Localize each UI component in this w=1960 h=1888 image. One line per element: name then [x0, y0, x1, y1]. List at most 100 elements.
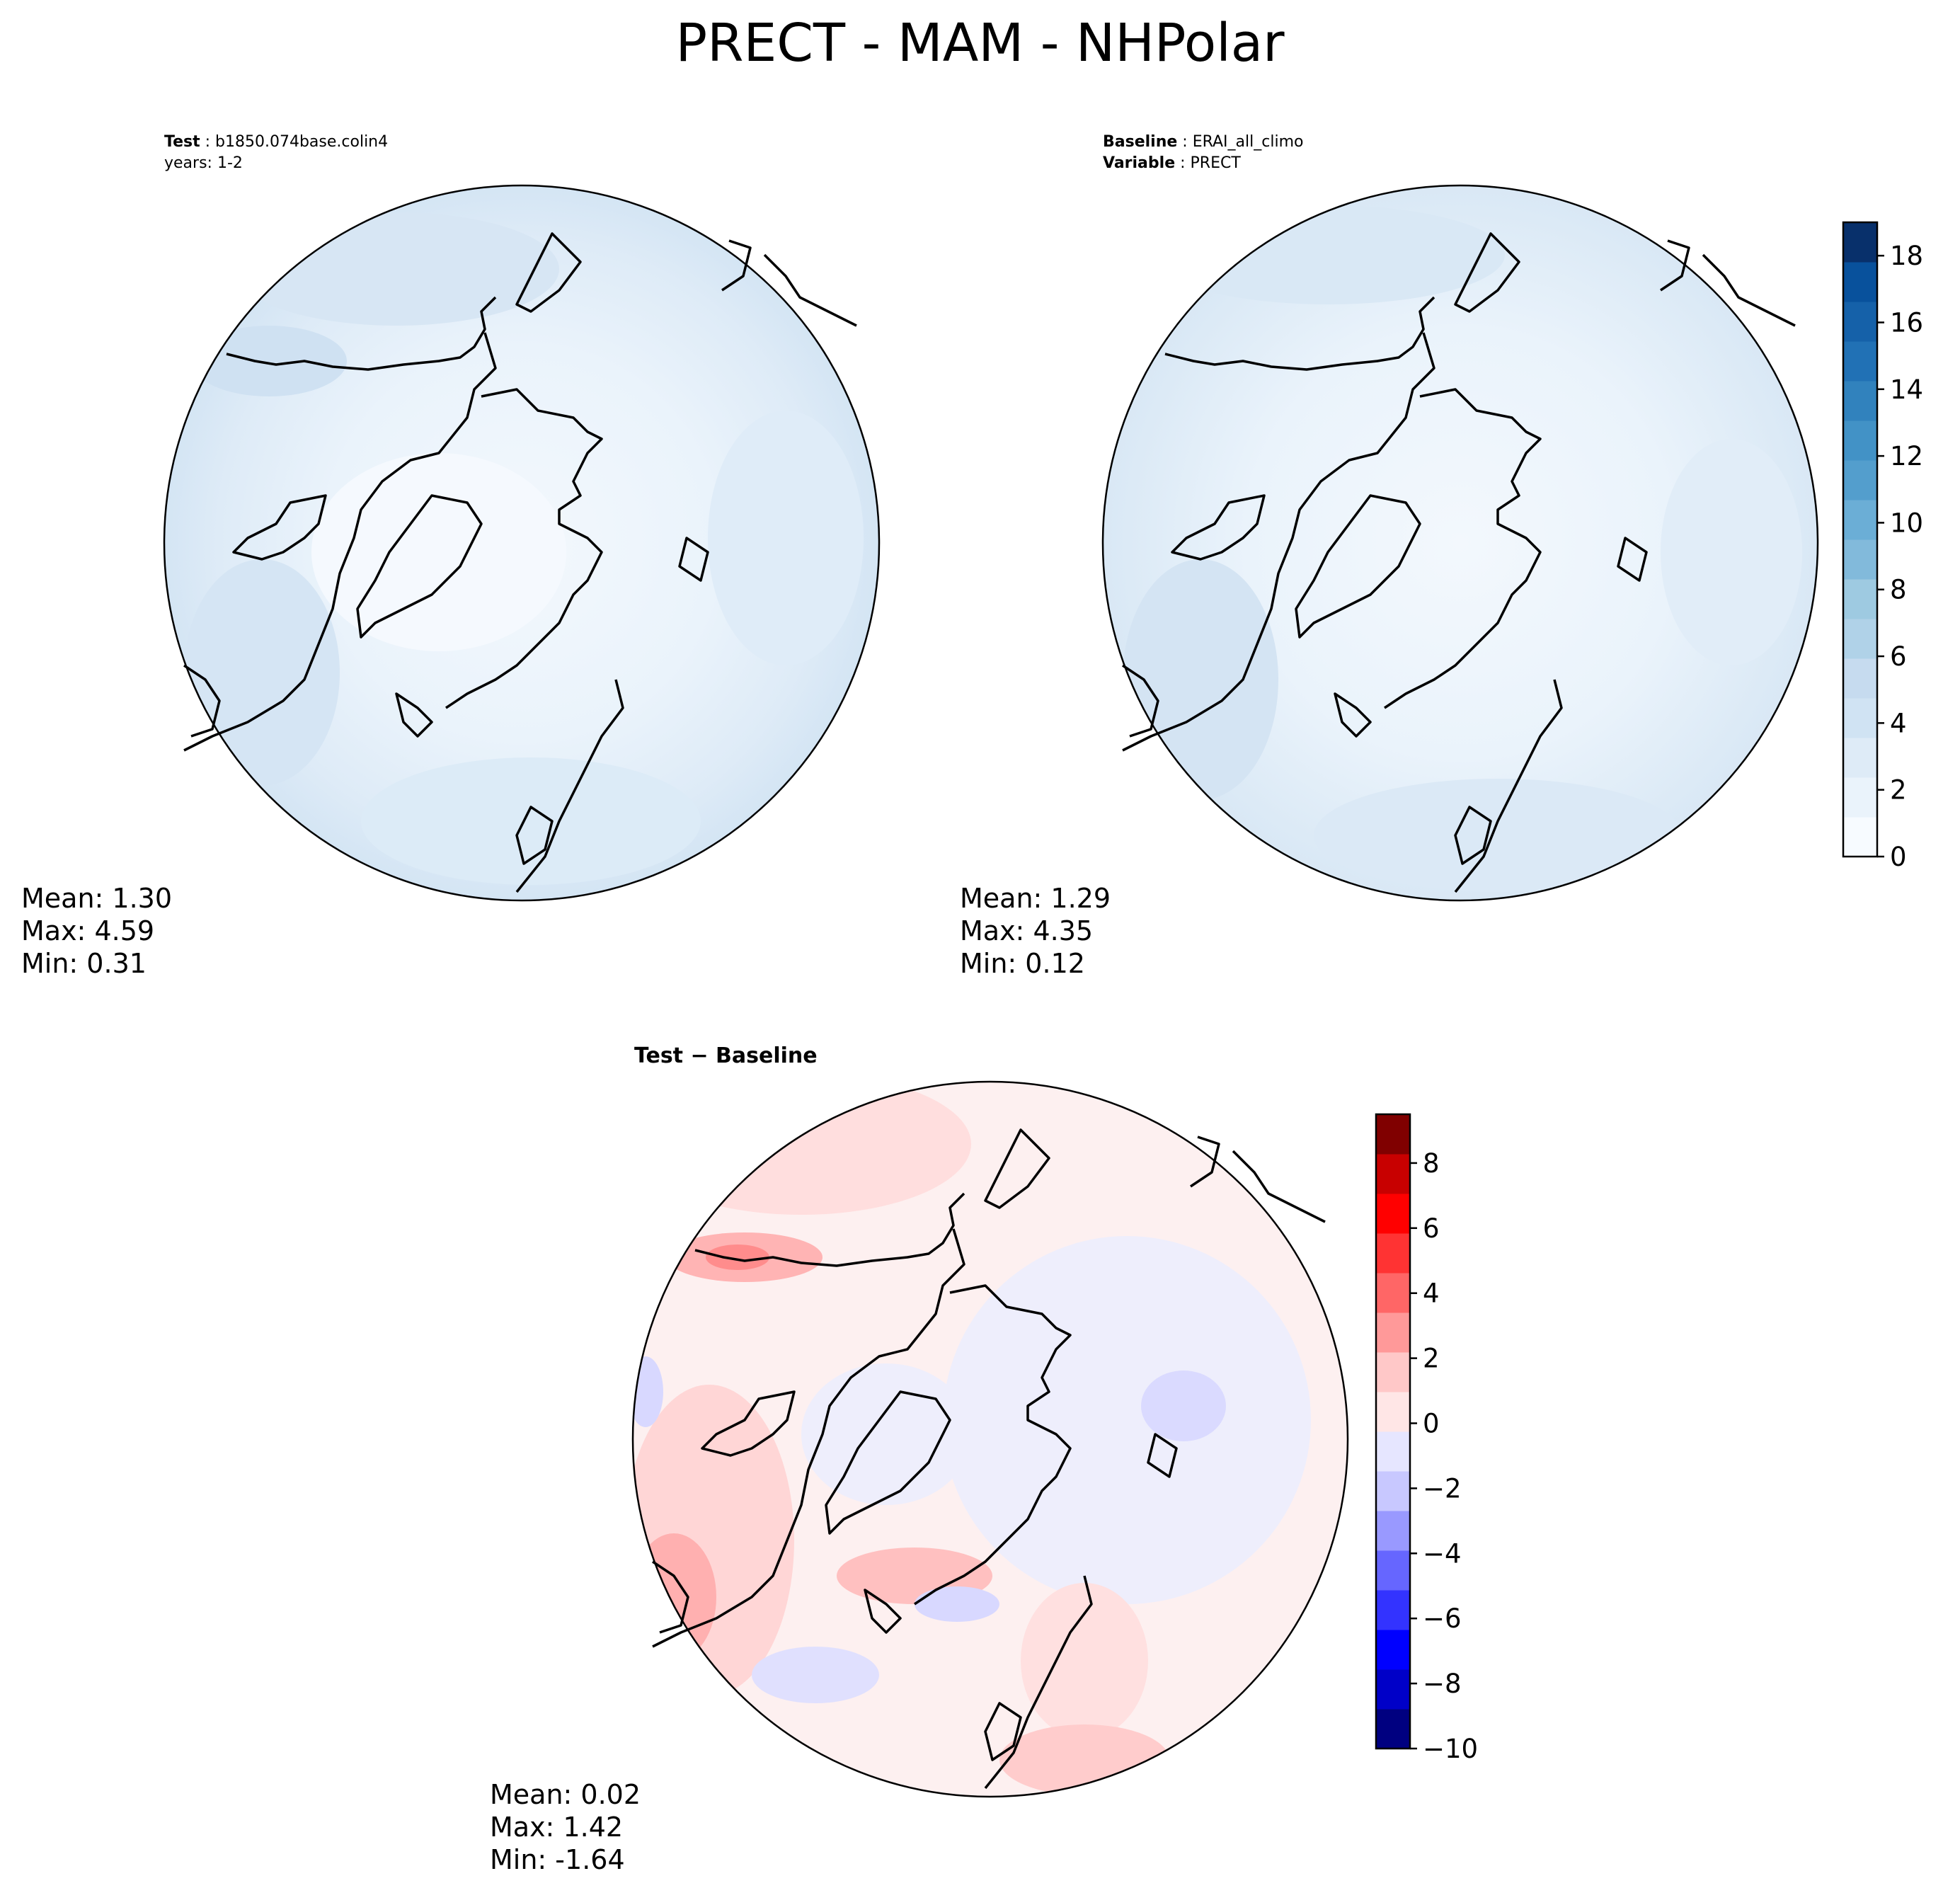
test-map-boundary	[163, 184, 881, 902]
diff-field-europe-positive	[1021, 1583, 1148, 1739]
test-field-siberia	[708, 411, 864, 665]
test-field-north-pacific	[234, 212, 559, 326]
colorbar-diverging: −10 −8 −6 −4 −2 0 2 4 6 8	[1375, 1113, 1478, 1764]
colorbar-blues-swatch	[1843, 302, 1877, 342]
test-panel-title: Test : b1850.074base.colin4 years: 1-2	[164, 132, 388, 174]
colorbar-blues-swatch	[1843, 420, 1877, 461]
colorbar-blues-swatch	[1843, 381, 1877, 421]
test-min: Min: 0.31	[21, 948, 147, 979]
colorbar-blues-tick-label: 16	[1890, 307, 1923, 338]
test-case-name: b1850.074base.colin4	[215, 133, 389, 151]
baseline-coastlines	[1122, 232, 1796, 893]
baseline-map-boundary	[1101, 184, 1819, 902]
test-coastlines	[183, 232, 857, 893]
variable-name: PRECT	[1190, 154, 1241, 172]
colorbar-blues-tick-label: 14	[1890, 374, 1923, 405]
diff-min: Min: -1.64	[490, 1844, 625, 1875]
diff-field-arctic-negative	[801, 1363, 971, 1505]
colorbar-diverging-frame	[1375, 1113, 1411, 1750]
colorbar-blues-tick-label: 18	[1890, 241, 1923, 271]
colorbar-blues-tick-label: 6	[1890, 641, 1907, 672]
colorbar-diverging-swatch	[1376, 1669, 1410, 1710]
colorbar-diverging-swatch	[1376, 1233, 1410, 1274]
diff-field-negative-east	[943, 1236, 1311, 1604]
colorbar-diverging-swatch	[1376, 1471, 1410, 1511]
colorbar-diverging-swatch	[1376, 1431, 1410, 1472]
colorbar-blues-tick-label: 10	[1890, 508, 1923, 538]
colorbar-blues-swatch	[1843, 658, 1877, 699]
diff-map-boundary	[631, 1080, 1349, 1798]
diff-panel-title: Test − Baseline	[634, 1043, 818, 1068]
colorbar-blues-frame	[1842, 221, 1879, 858]
figure-title: PRECT - MAM - NHPolar	[675, 13, 1285, 74]
baseline-case-name: ERAI_all_climo	[1192, 133, 1304, 151]
colorbar-blues: 0 2 4 6 8 10 12 14 16 18	[1842, 221, 1923, 872]
baseline-field-siberia	[1661, 439, 1802, 665]
colorbar-diverging-tick-label: −6	[1423, 1603, 1462, 1634]
colorbar-blues-tick-label: 8	[1890, 575, 1907, 605]
colorbar-blues-tick-label: 2	[1890, 775, 1907, 806]
test-mean: Mean: 1.30	[21, 883, 173, 914]
baseline-panel-title: Baseline : ERAI_all_climo Variable : PRE…	[1103, 133, 1304, 172]
colorbar-blues-swatch	[1843, 738, 1877, 778]
colorbar-diverging-swatch	[1376, 1392, 1410, 1432]
colorbar-diverging-swatch	[1376, 1590, 1410, 1630]
colorbar-diverging-tick-label: −4	[1423, 1538, 1462, 1569]
baseline-label: Baseline	[1103, 133, 1178, 151]
colorbar-diverging-swatch	[1376, 1709, 1410, 1749]
colorbar-diverging-tick-label: 0	[1423, 1409, 1440, 1439]
diff-stats: Mean: 0.02 Max: 1.42 Min: -1.64	[490, 1778, 641, 1876]
diff-map	[631, 1080, 1349, 1798]
colorbar-diverging-swatch	[1376, 1550, 1410, 1591]
baseline-stats: Mean: 1.29 Max: 4.35 Min: 0.12	[960, 882, 1111, 980]
colorbar-blues-tick-label: 4	[1890, 708, 1907, 738]
diff-coastlines	[652, 1128, 1326, 1790]
colorbar-diverging-swatch	[1376, 1312, 1410, 1353]
colorbar-diverging-swatch	[1376, 1352, 1410, 1392]
variable-label: Variable	[1103, 154, 1176, 172]
test-field-aleutian	[191, 326, 347, 396]
colorbar-diverging-tick-label: −2	[1423, 1473, 1462, 1504]
diff-field-siberia-negative	[1141, 1371, 1226, 1441]
diff-field-atlantic-negative	[752, 1647, 879, 1703]
colorbar-blues-tick-label: 0	[1890, 842, 1907, 872]
colorbar-diverging-swatch	[1376, 1511, 1410, 1551]
test-years: years: 1-2	[164, 154, 243, 172]
baseline-min: Min: 0.12	[960, 948, 1085, 979]
colorbar-diverging-tick-label: −10	[1423, 1734, 1478, 1764]
baseline-map	[1101, 184, 1819, 902]
colorbar-diverging-swatch	[1376, 1194, 1410, 1234]
colorbar-diverging-tick-label: 4	[1423, 1278, 1440, 1309]
colorbar-blues-swatch	[1843, 341, 1877, 382]
baseline-max: Max: 4.35	[960, 915, 1094, 946]
test-label: Test	[164, 133, 200, 151]
baseline-field-north-pacific	[1151, 205, 1505, 304]
colorbar-blues-swatch	[1843, 817, 1877, 857]
test-max: Max: 4.59	[21, 915, 155, 946]
test-stats: Mean: 1.30 Max: 4.59 Min: 0.31	[21, 882, 172, 980]
colorbar-blues-swatch	[1843, 460, 1877, 500]
test-map	[163, 184, 881, 902]
colorbar-blues-swatch	[1843, 777, 1877, 818]
diff-mean: Mean: 0.02	[490, 1779, 641, 1810]
colorbar-diverging-swatch	[1376, 1114, 1410, 1155]
colorbar-diverging-tick-label: −8	[1423, 1669, 1462, 1699]
baseline-field-atlantic	[1314, 779, 1682, 892]
baseline-mean: Mean: 1.29	[960, 883, 1111, 914]
test-field-atlantic	[361, 757, 701, 885]
colorbar-diverging-tick-label: 2	[1423, 1344, 1440, 1374]
diff-field-aleutian-peak	[706, 1245, 769, 1270]
colorbar-blues-tick-label: 12	[1890, 441, 1923, 471]
colorbar-blues-swatch	[1843, 579, 1877, 619]
diff-field-greenland-negative	[915, 1586, 999, 1622]
colorbar-blues-swatch	[1843, 222, 1877, 263]
colorbar-blues-swatch	[1843, 619, 1877, 659]
baseline-field-north-america	[1123, 559, 1278, 800]
test-field-north-america	[184, 559, 340, 786]
diff-field-west-peak	[633, 1533, 716, 1661]
test-field-arctic	[311, 453, 566, 651]
colorbar-diverging-tick-label: 6	[1423, 1213, 1440, 1244]
colorbar-diverging-tick-label: 8	[1423, 1148, 1440, 1179]
diff-max: Max: 1.42	[490, 1812, 624, 1843]
colorbar-blues-swatch	[1843, 539, 1877, 580]
